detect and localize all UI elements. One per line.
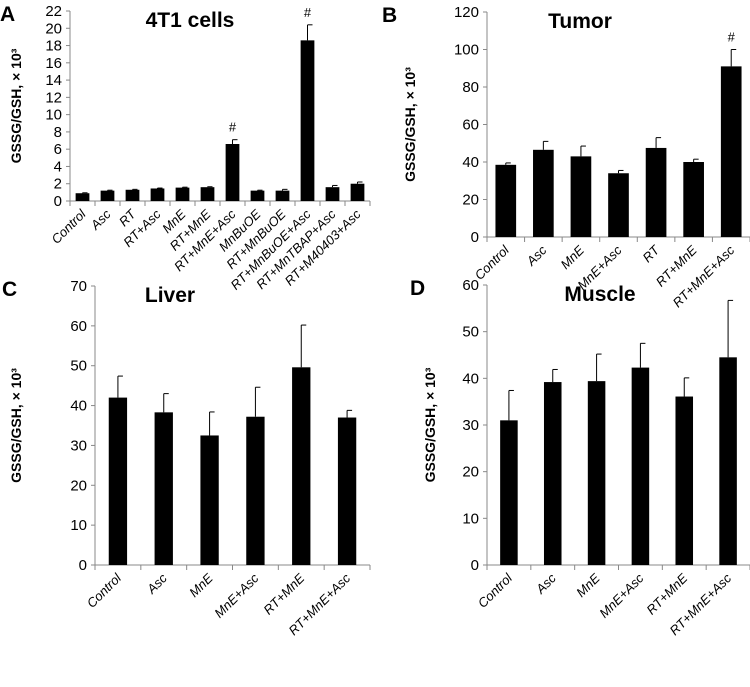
- y-tick-label: 4: [54, 158, 62, 175]
- x-tick-label: Control: [475, 570, 516, 611]
- y-axis-label: GSSG/GSH, × 10³: [8, 48, 24, 163]
- panel-d: D Muscle GSSG/GSH, × 10³ 0 10 20 30 40 50 60 Contr…: [410, 277, 750, 638]
- y-tick-label: 60: [462, 117, 479, 134]
- bar-rt-mne-asc: [719, 357, 737, 565]
- x-tick-label: Control: [84, 570, 125, 611]
- significance-marker: #: [728, 30, 736, 45]
- x-tick-label: MnE+Asc: [211, 570, 262, 621]
- y-tick-label: 30: [462, 417, 479, 434]
- bar-mne: [570, 156, 592, 237]
- bar-rt-mne-asc: [337, 417, 357, 565]
- chart-title: 4T1 cells: [146, 9, 235, 32]
- y-tick-label: 0: [79, 557, 87, 574]
- chart-title: Muscle: [564, 283, 635, 306]
- bar-rt-mntbap-asc: [325, 187, 340, 201]
- panel-label: C: [2, 278, 17, 301]
- bar-rt-mne: [683, 162, 704, 237]
- x-tick-label: RT+MnE: [260, 570, 307, 617]
- bar-asc: [100, 190, 115, 201]
- y-tick-label: 120: [454, 4, 479, 21]
- y-tick-label: 6: [54, 141, 62, 158]
- y-tick-label: 10: [462, 510, 479, 527]
- bar-rt-mne: [200, 187, 215, 201]
- y-axis-label: GSSG/GSH, × 10³: [8, 368, 24, 483]
- bar-mne: [587, 381, 606, 565]
- y-tick-label: 8: [54, 124, 62, 141]
- bar-rt: [645, 147, 667, 237]
- x-tick-label: MnE: [573, 570, 603, 600]
- bar-rt-mnbuoe: [275, 190, 290, 201]
- bar-control: [75, 193, 90, 201]
- bar-rt-mne-asc: [225, 144, 240, 201]
- bar-rt-mne: [292, 367, 311, 565]
- y-tick-label: 60: [70, 318, 87, 335]
- panel-label: D: [410, 277, 425, 300]
- bar-asc: [154, 412, 173, 565]
- y-tick-label: 50: [70, 358, 87, 375]
- chart-title: Liver: [145, 284, 195, 307]
- y-tick-label: 16: [45, 55, 62, 72]
- significance-marker: #: [304, 5, 312, 20]
- y-tick-label: 100: [454, 42, 479, 59]
- x-tick-label: Control: [48, 206, 89, 247]
- bar-rt-mnbuoe-asc: [300, 40, 315, 202]
- y-tick-label: 40: [462, 154, 479, 171]
- significance-marker: #: [229, 120, 237, 135]
- y-tick-label: 60: [462, 277, 479, 294]
- panel-c: C Liver GSSG/GSH, × 10³ 0 10 20 30 40 50 60 70 Cont…: [2, 278, 371, 638]
- y-tick-label: 18: [45, 38, 62, 55]
- x-tick-label: MnE: [558, 242, 588, 272]
- bar-rt-mne-asc: [720, 66, 742, 237]
- y-tick-label: 12: [45, 89, 62, 106]
- y-tick-label: 10: [70, 517, 87, 534]
- panel-a: A 4T1 cells GSSG/GSH, × 10³ 024681012141618…: [0, 3, 371, 293]
- x-tick-label: Asc: [532, 570, 559, 597]
- bar-control: [108, 397, 128, 565]
- bar-mne-asc: [631, 367, 650, 565]
- x-tick-label: Asc: [523, 242, 550, 269]
- y-tick-label: 20: [462, 192, 479, 209]
- y-tick-label: 20: [462, 464, 479, 481]
- bar-rt-asc: [150, 188, 165, 201]
- y-tick-label: 40: [70, 398, 87, 415]
- y-tick-label: 22: [45, 3, 62, 20]
- y-tick-label: 0: [54, 193, 62, 210]
- y-tick-label: 0: [471, 229, 479, 246]
- y-tick-label: 20: [45, 20, 62, 37]
- bar-rt-m40403-asc: [350, 183, 365, 201]
- bar-control: [500, 420, 518, 565]
- bar-asc: [543, 382, 562, 565]
- x-tick-label: Asc: [87, 206, 114, 233]
- x-tick-label: Asc: [143, 570, 170, 597]
- bar-mne: [200, 435, 219, 565]
- bar-mne-asc: [608, 173, 629, 237]
- x-tick-label: RT: [639, 242, 662, 265]
- bar-mnbuoe: [250, 190, 265, 201]
- y-tick-label: 30: [70, 437, 87, 454]
- y-axis-label: GSSG/GSH, × 10³: [402, 67, 418, 182]
- y-tick-label: 0: [471, 557, 479, 574]
- y-tick-label: 70: [70, 278, 87, 295]
- y-axis-label: GSSG/GSH, × 10³: [422, 367, 438, 482]
- y-tick-label: 14: [45, 72, 62, 89]
- y-tick-label: 80: [462, 79, 479, 96]
- x-tick-label: MnE: [186, 570, 216, 600]
- y-tick-label: 20: [70, 477, 87, 494]
- chart-title: Tumor: [548, 10, 612, 33]
- panel-label: A: [0, 3, 15, 26]
- x-tick-label: MnE+Asc: [596, 570, 647, 621]
- y-tick-label: 50: [462, 324, 479, 341]
- bar-rt-mne: [675, 396, 694, 565]
- bar-asc: [533, 149, 554, 237]
- bar-mne-asc: [246, 416, 265, 565]
- y-tick-label: 40: [462, 370, 479, 387]
- bar-mne: [175, 187, 190, 201]
- panel-label: B: [382, 4, 397, 27]
- bar-rt: [125, 189, 140, 201]
- bar-control: [495, 164, 517, 237]
- y-tick-label: 10: [45, 107, 62, 124]
- y-tick-label: 2: [54, 176, 62, 193]
